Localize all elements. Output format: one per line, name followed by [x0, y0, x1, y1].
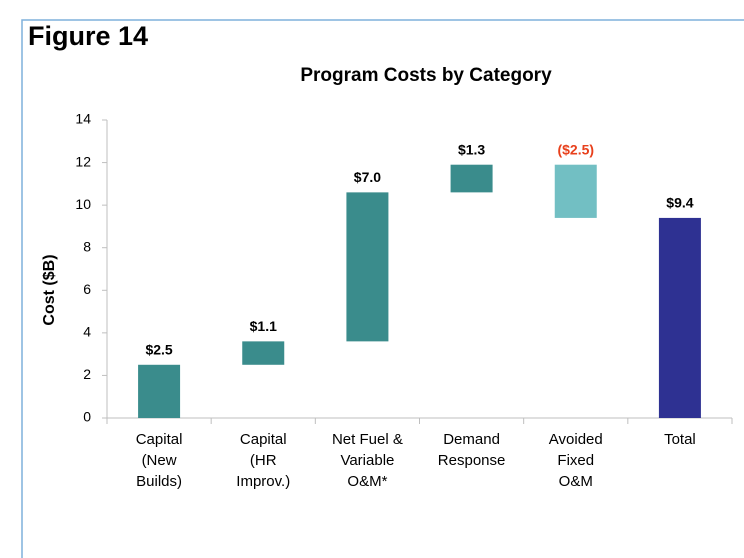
y-tick-label: 0: [83, 409, 91, 425]
figure-label: Figure 14: [28, 21, 148, 51]
x-tick-label: Net Fuel & Variable O&M*: [332, 431, 403, 490]
y-tick-label: 4: [83, 324, 91, 340]
bar: [242, 341, 285, 365]
value-label: ($2.5): [557, 141, 594, 157]
x-tick-label: Total: [664, 431, 696, 448]
y-tick-label: 8: [83, 238, 91, 254]
bar: [138, 364, 181, 418]
x-tick-label: Avoided Fixed O&M: [549, 431, 603, 490]
x-tick-label: Capital (HR Improv.): [236, 431, 290, 490]
value-label: $2.5: [145, 341, 172, 357]
value-label: $1.1: [250, 318, 277, 334]
chart-title: Program Costs by Category: [300, 65, 552, 86]
x-tick-label: Capital (New Builds): [136, 431, 183, 490]
value-label: $9.4: [666, 195, 693, 211]
bar: [554, 164, 597, 218]
value-label: $7.0: [354, 169, 381, 185]
figure-border: [21, 19, 744, 558]
y-tick-label: 6: [83, 281, 91, 297]
bar: [346, 192, 389, 342]
y-tick-label: 2: [83, 366, 91, 382]
y-tick-label: 10: [75, 196, 91, 212]
x-tick-label: Demand Response: [438, 431, 506, 469]
y-axis-label: Cost ($B): [41, 254, 58, 325]
y-tick-label: 14: [75, 111, 91, 127]
y-tick-label: 12: [75, 153, 91, 169]
bar: [658, 217, 701, 418]
bar: [450, 164, 493, 193]
value-label: $1.3: [458, 141, 485, 157]
